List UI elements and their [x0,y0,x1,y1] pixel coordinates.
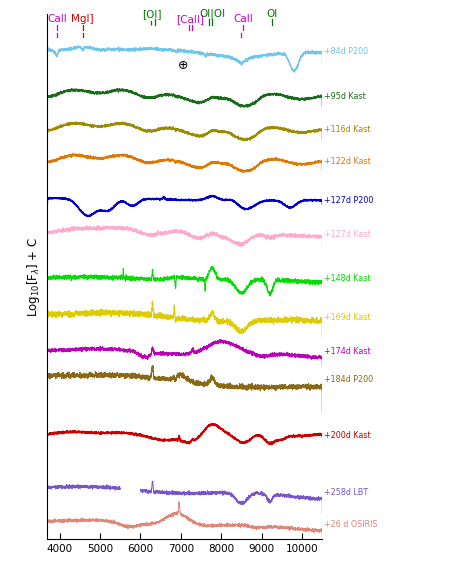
Text: CaII: CaII [47,14,67,24]
Text: OI|OI: OI|OI [199,9,225,19]
Text: MgI]: MgI] [71,14,94,24]
Text: +84d P200: +84d P200 [324,47,368,56]
Text: +122d Kast: +122d Kast [324,157,371,166]
Text: OI: OI [267,9,278,19]
Text: +26 d OSIRIS: +26 d OSIRIS [324,520,378,529]
Text: +95d Kast: +95d Kast [324,92,366,101]
Text: +184d P200: +184d P200 [324,375,374,384]
Text: +127d Kast: +127d Kast [324,230,371,239]
Text: +148d Kast: +148d Kast [324,274,371,283]
Text: +169d Kast: +169d Kast [324,313,371,323]
Text: +258d LBT: +258d LBT [324,489,368,497]
Text: $\oplus$: $\oplus$ [177,59,189,72]
Text: +174d Kast: +174d Kast [324,347,371,356]
Text: +116d Kast: +116d Kast [324,125,371,134]
Y-axis label: Log$_{10}$[F$_{\lambda}$] + C: Log$_{10}$[F$_{\lambda}$] + C [25,237,42,317]
Text: [CaII]: [CaII] [176,14,204,24]
Text: [OI]: [OI] [142,9,162,19]
Text: +200d Kast: +200d Kast [324,430,371,440]
Text: CaII: CaII [234,14,254,24]
Text: +127d P200: +127d P200 [324,196,374,205]
